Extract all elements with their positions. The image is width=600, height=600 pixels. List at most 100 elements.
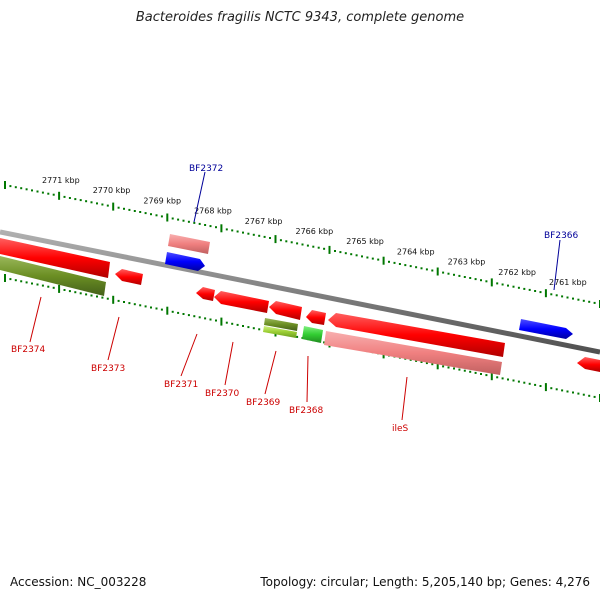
gene-bf2370[interactable]	[214, 291, 269, 313]
gene-bf2373[interactable]	[115, 269, 143, 285]
map-title: Bacteroides fragilis NCTC 9343, complete…	[135, 10, 465, 25]
minor-tick	[334, 250, 336, 252]
gene-bf2372[interactable]	[165, 252, 205, 271]
minor-tick	[20, 187, 23, 190]
major-tick	[382, 256, 385, 265]
minor-tick	[150, 213, 152, 216]
minor-tick	[41, 191, 44, 194]
major-tick	[58, 284, 61, 293]
kbp-label: 2771 kbp	[42, 176, 80, 185]
gene-bf2372-pink[interactable]	[168, 234, 210, 254]
minor-tick	[279, 239, 282, 242]
label-bf2369[interactable]: BF2369	[246, 398, 281, 408]
minor-tick	[409, 358, 412, 361]
gene-bf2371[interactable]	[196, 287, 215, 301]
minor-tick	[106, 204, 109, 207]
minor-tick	[225, 321, 228, 324]
minor-tick	[572, 391, 574, 394]
label-bf2368[interactable]: BF2368	[289, 406, 324, 416]
minor-tick	[572, 297, 574, 300]
minor-tick	[480, 279, 482, 282]
minor-tick	[123, 207, 125, 210]
minor-tick	[442, 365, 445, 368]
gene-bf2368-red[interactable]	[306, 310, 326, 325]
minor-tick	[144, 305, 147, 308]
minor-tick	[566, 390, 569, 393]
label-bf2373[interactable]: BF2373	[91, 364, 125, 374]
minor-tick	[187, 220, 190, 223]
minor-tick	[193, 315, 196, 318]
minor-tick	[453, 273, 455, 276]
minor-tick	[496, 376, 499, 379]
gene-iles[interactable]	[328, 313, 505, 357]
minor-tick	[534, 383, 537, 386]
minor-tick	[123, 301, 125, 303]
minor-tick	[517, 380, 520, 383]
minor-tick	[14, 279, 17, 282]
label-bf2370[interactable]: BF2370	[205, 389, 240, 399]
label-bf2366[interactable]: BF2366	[544, 231, 579, 241]
minor-tick	[63, 195, 66, 198]
minor-tick	[501, 283, 504, 286]
minor-tick	[252, 327, 255, 330]
minor-tick	[242, 231, 244, 234]
label-bf2371[interactable]: BF2371	[164, 380, 198, 390]
minor-tick	[177, 311, 180, 314]
minor-tick	[225, 228, 228, 231]
minor-tick	[236, 230, 239, 233]
gene-bf2374-red[interactable]	[0, 238, 110, 278]
minor-tick	[588, 394, 591, 397]
minor-tick	[555, 388, 558, 391]
minor-tick	[539, 385, 542, 387]
major-tick	[436, 267, 439, 276]
label-iles[interactable]: ileS	[392, 424, 409, 434]
minor-tick	[198, 222, 201, 225]
minor-tick	[431, 269, 434, 272]
minor-tick	[31, 189, 33, 192]
minor-tick	[36, 190, 39, 193]
major-tick	[220, 317, 223, 326]
minor-tick	[550, 293, 553, 296]
minor-tick	[209, 318, 212, 321]
minor-tick	[442, 271, 445, 274]
minor-tick	[517, 286, 520, 289]
minor-tick	[501, 377, 504, 380]
major-tick	[490, 278, 493, 287]
minor-tick	[474, 278, 477, 281]
minor-tick	[182, 219, 185, 222]
minor-tick	[133, 303, 136, 306]
minor-tick	[447, 272, 450, 275]
major-tick	[112, 202, 115, 211]
label-bf2372[interactable]: BF2372	[189, 164, 223, 174]
gene-right-edge[interactable]	[577, 357, 600, 372]
minor-tick	[534, 290, 537, 292]
gene-bf2369-lime[interactable]	[263, 326, 297, 338]
minor-tick	[101, 203, 104, 206]
minor-tick	[160, 215, 163, 218]
minor-tick	[582, 299, 585, 302]
minor-tick	[485, 374, 488, 377]
topology-text: Topology: circular; Length: 5,205,140 bp…	[260, 575, 590, 589]
gene-bf2369[interactable]	[264, 318, 298, 331]
minor-tick	[269, 237, 271, 239]
gene-bf2366[interactable]	[519, 319, 573, 339]
major-tick	[436, 361, 439, 370]
minor-tick	[160, 308, 163, 311]
minor-tick	[458, 274, 461, 277]
gene-iles-pink[interactable]	[324, 331, 502, 375]
minor-tick	[425, 362, 428, 365]
gene-bf2374-olive[interactable]	[0, 256, 106, 296]
gene-bf2368[interactable]	[302, 326, 323, 343]
minor-tick	[90, 294, 93, 297]
minor-tick	[577, 392, 580, 395]
major-tick	[166, 213, 169, 222]
minor-tick	[312, 245, 315, 248]
kbp-label: 2762 kbp	[498, 268, 536, 277]
minor-tick	[85, 293, 88, 296]
label-bf2374[interactable]: BF2374	[11, 345, 46, 355]
outer-tick-ring	[4, 181, 600, 308]
gene-bf2370-b[interactable]	[269, 301, 302, 320]
minor-tick	[463, 276, 466, 278]
minor-tick	[236, 323, 239, 326]
minor-tick	[463, 369, 466, 372]
